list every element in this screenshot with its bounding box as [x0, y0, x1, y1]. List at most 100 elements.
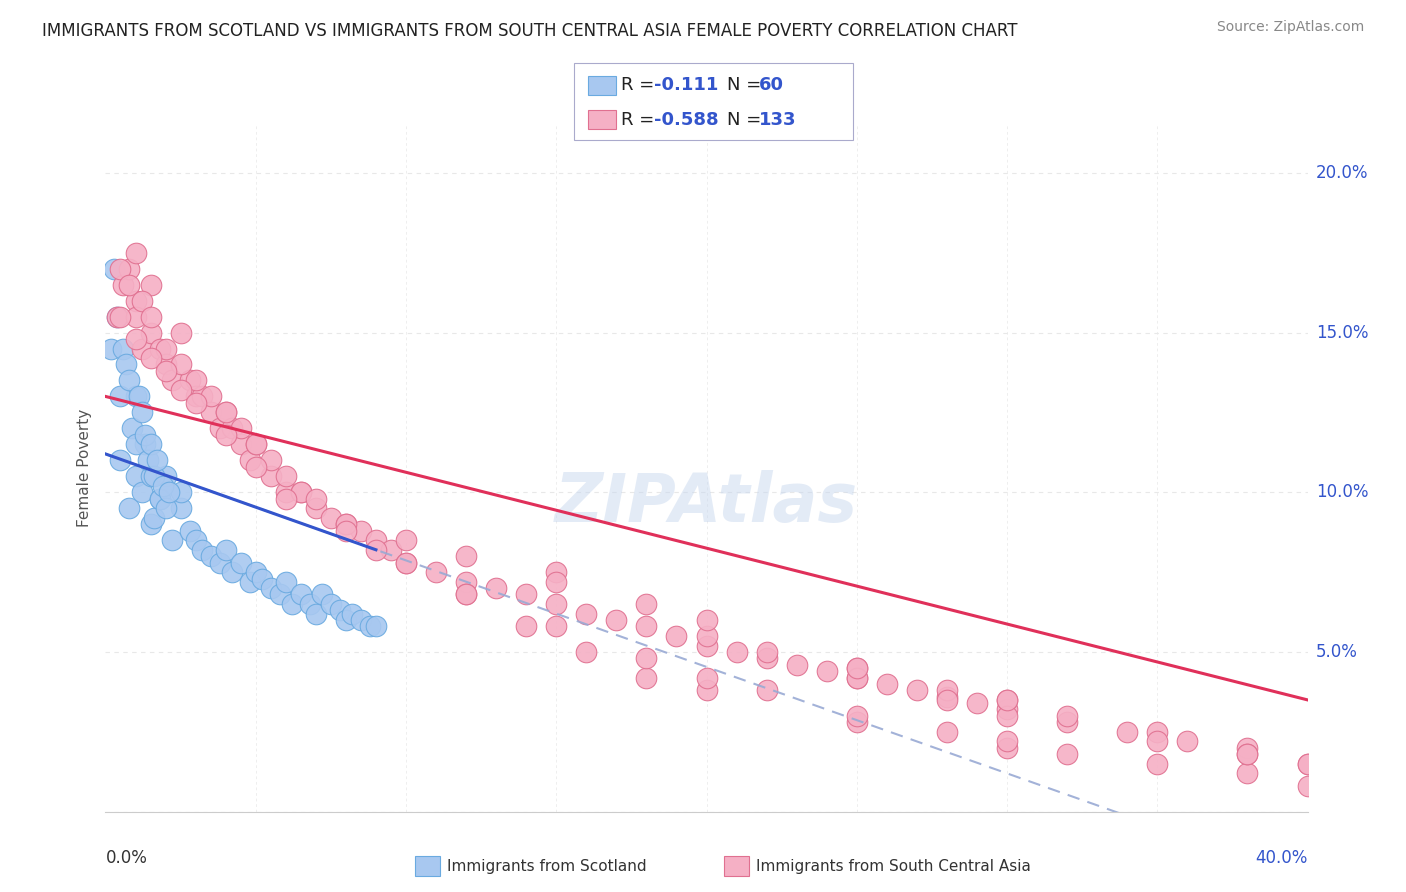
Point — [110, 453, 132, 467]
Point — [290, 485, 312, 500]
Point — [131, 293, 153, 308]
Point — [245, 437, 267, 451]
Text: R =: R = — [621, 111, 661, 128]
Point — [636, 597, 658, 611]
Point — [115, 358, 138, 372]
Point — [281, 597, 304, 611]
Text: 0.0%: 0.0% — [105, 849, 148, 868]
Point — [103, 261, 125, 276]
Point — [1236, 747, 1258, 762]
Point — [221, 421, 243, 435]
Point — [755, 683, 778, 698]
Point — [179, 374, 201, 388]
Point — [636, 651, 658, 665]
Point — [605, 613, 627, 627]
Point — [124, 310, 146, 324]
Point — [124, 389, 146, 403]
Point — [200, 389, 222, 403]
Point — [290, 587, 312, 601]
Point — [636, 671, 658, 685]
Point — [696, 671, 718, 685]
Point — [134, 427, 156, 442]
Point — [696, 629, 718, 643]
Point — [995, 709, 1018, 723]
Text: N =: N = — [727, 76, 766, 94]
Point — [239, 574, 262, 589]
Point — [221, 565, 243, 579]
Point — [364, 533, 387, 548]
Point — [152, 479, 174, 493]
Point — [546, 574, 568, 589]
Point — [118, 374, 141, 388]
Point — [118, 501, 141, 516]
Point — [845, 661, 868, 675]
Point — [305, 491, 328, 506]
Point — [290, 485, 312, 500]
Point — [936, 683, 959, 698]
Point — [157, 485, 180, 500]
Point — [546, 597, 568, 611]
Point — [245, 437, 267, 451]
Point — [134, 437, 156, 451]
Point — [160, 374, 183, 388]
Point — [546, 619, 568, 633]
Point — [845, 715, 868, 730]
Point — [200, 405, 222, 419]
Point — [995, 693, 1018, 707]
Point — [454, 587, 477, 601]
Point — [139, 351, 162, 365]
Point — [274, 574, 297, 589]
Point — [148, 491, 170, 506]
Point — [200, 549, 222, 563]
Point — [425, 565, 447, 579]
Point — [136, 453, 159, 467]
Point — [208, 421, 231, 435]
Point — [575, 607, 598, 621]
Point — [169, 501, 191, 516]
Point — [245, 459, 267, 474]
Y-axis label: Female Poverty: Female Poverty — [77, 409, 93, 527]
Point — [110, 261, 132, 276]
Point — [1296, 756, 1319, 771]
Point — [131, 485, 153, 500]
Point — [184, 533, 207, 548]
Point — [845, 671, 868, 685]
Point — [250, 572, 273, 586]
Point — [305, 607, 328, 621]
Point — [190, 389, 212, 403]
Point — [454, 574, 477, 589]
Point — [966, 696, 988, 710]
Point — [124, 332, 146, 346]
Point — [139, 437, 162, 451]
Text: Source: ZipAtlas.com: Source: ZipAtlas.com — [1216, 20, 1364, 34]
Point — [1056, 715, 1078, 730]
Point — [936, 693, 959, 707]
Point — [184, 396, 207, 410]
Point — [995, 734, 1018, 748]
Point — [995, 693, 1018, 707]
Point — [1296, 756, 1319, 771]
Point — [515, 587, 537, 601]
Point — [145, 453, 167, 467]
Point — [148, 342, 170, 356]
Point — [1056, 747, 1078, 762]
Text: 5.0%: 5.0% — [1316, 643, 1358, 661]
Point — [845, 709, 868, 723]
Point — [229, 421, 252, 435]
Point — [1236, 747, 1258, 762]
Point — [696, 639, 718, 653]
Point — [169, 326, 191, 340]
Point — [364, 619, 387, 633]
Point — [269, 587, 291, 601]
Point — [936, 724, 959, 739]
Point — [1236, 766, 1258, 780]
Point — [845, 671, 868, 685]
Point — [239, 453, 262, 467]
Point — [305, 501, 328, 516]
Point — [311, 587, 333, 601]
Text: 40.0%: 40.0% — [1256, 849, 1308, 868]
Point — [208, 556, 231, 570]
Text: Immigrants from Scotland: Immigrants from Scotland — [447, 859, 647, 873]
Point — [364, 542, 387, 557]
Text: ZIPAtlas: ZIPAtlas — [555, 470, 858, 535]
